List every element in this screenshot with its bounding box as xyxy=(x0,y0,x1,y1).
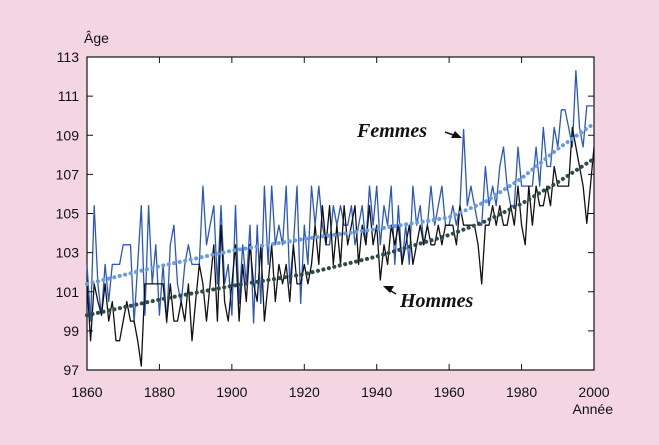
y-tick-label-109: 109 xyxy=(56,127,80,143)
y-tick-label-113: 113 xyxy=(57,49,80,65)
y-tick-label-105: 105 xyxy=(56,206,80,222)
trend-lines xyxy=(85,121,596,318)
x-axis-label: Année xyxy=(573,401,614,417)
x-tick-label-1900: 1900 xyxy=(216,384,247,400)
axis-ticks xyxy=(86,56,595,371)
series-line-hommes-trend xyxy=(85,156,596,318)
y-axis-label: Âge xyxy=(84,30,109,46)
y-tick-label-97: 97 xyxy=(63,362,79,378)
y-tick-label-111: 111 xyxy=(58,88,79,104)
annotation-femmes-arrowhead xyxy=(451,131,462,138)
series-line-femmes-trend xyxy=(85,121,596,286)
series-line-femmes xyxy=(86,70,594,324)
x-tick-label-1920: 1920 xyxy=(289,384,320,400)
annotation-femmes: Femmes xyxy=(356,120,427,142)
x-tick-label-1980: 1980 xyxy=(506,384,537,400)
annotation-hommes: Hommes xyxy=(399,290,474,312)
x-tick-label-2000: 2000 xyxy=(578,384,609,400)
plot-area xyxy=(86,56,595,371)
y-tick-label-101: 101 xyxy=(56,284,80,300)
y-tick-label-107: 107 xyxy=(56,166,80,182)
x-tick-label-1880: 1880 xyxy=(144,384,175,400)
x-tick-label-1940: 1940 xyxy=(361,384,392,400)
y-tick-label-103: 103 xyxy=(56,245,80,261)
annotation-hommes-arrowhead xyxy=(383,286,394,293)
x-tick-label-1960: 1960 xyxy=(434,384,465,400)
x-tick-label-1860: 1860 xyxy=(71,384,102,400)
tick-labels: 1860 1880 1900 1920 1940 1960 1980 2000 97 99 101 1… xyxy=(56,49,610,400)
y-tick-label-99: 99 xyxy=(63,323,79,339)
